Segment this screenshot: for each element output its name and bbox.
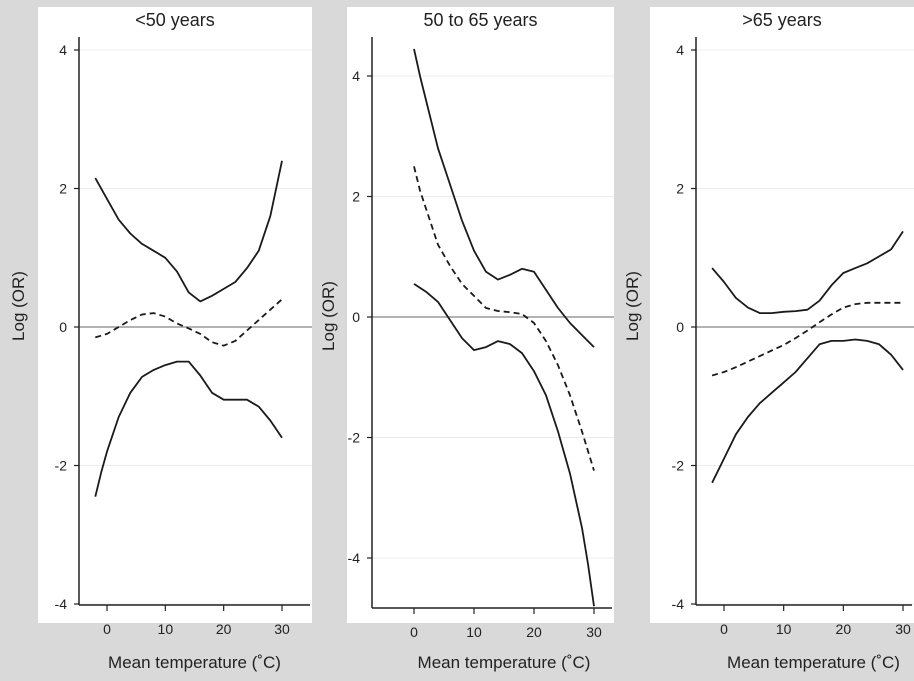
x-tick-label: 10: [466, 624, 482, 640]
x-axis-label: Mean temperature (˚C): [418, 653, 591, 672]
series-line-2: [95, 298, 283, 347]
series-line-1: [413, 48, 595, 348]
y-tick-label: 4: [676, 42, 684, 58]
series-line-3: [711, 338, 904, 484]
x-tick-label: 30: [274, 621, 290, 637]
series-line-2: [711, 301, 903, 377]
y-tick-label: -2: [672, 458, 685, 474]
series-line-3: [94, 360, 283, 497]
series-line-3: [413, 283, 595, 607]
series-line-1: [94, 160, 283, 303]
y-tick-label: 4: [352, 68, 360, 84]
x-axis-label: Mean temperature (˚C): [727, 653, 900, 672]
x-axis-label: Mean temperature (˚C): [108, 653, 281, 672]
x-tick-label: 20: [216, 621, 232, 637]
y-tick-label: -2: [348, 430, 361, 446]
y-tick-label: 0: [352, 309, 360, 325]
y-tick-label: -4: [55, 596, 68, 612]
x-tick-label: 30: [586, 624, 602, 640]
y-tick-label: -2: [55, 458, 68, 474]
plot-background: [347, 7, 614, 623]
y-tick-label: 2: [59, 181, 67, 197]
y-tick-label: 2: [352, 189, 360, 205]
x-tick-label: 20: [836, 621, 852, 637]
y-tick-label: -4: [348, 550, 361, 566]
y-axis-label: Log (OR): [9, 271, 28, 341]
panel-title: >65 years: [742, 10, 822, 30]
x-tick-label: 30: [895, 621, 911, 637]
x-tick-label: 10: [776, 621, 792, 637]
y-axis-label: Log (OR): [623, 271, 642, 341]
panel-title: 50 to 65 years: [423, 10, 537, 30]
y-tick-label: 0: [59, 319, 67, 335]
x-tick-label: 0: [103, 621, 111, 637]
y-tick-label: 4: [59, 42, 67, 58]
plot-background: [38, 7, 312, 623]
y-axis-label: Log (OR): [319, 281, 338, 351]
x-tick-label: 0: [720, 621, 728, 637]
y-tick-label: 2: [676, 181, 684, 197]
y-tick-label: -4: [672, 596, 685, 612]
panel-title: <50 years: [135, 10, 215, 30]
x-tick-label: 10: [158, 621, 174, 637]
plot-background: [650, 7, 914, 623]
series-line-1: [711, 230, 904, 314]
x-tick-label: 20: [526, 624, 542, 640]
y-tick-label: 0: [676, 319, 684, 335]
x-tick-label: 0: [410, 624, 418, 640]
